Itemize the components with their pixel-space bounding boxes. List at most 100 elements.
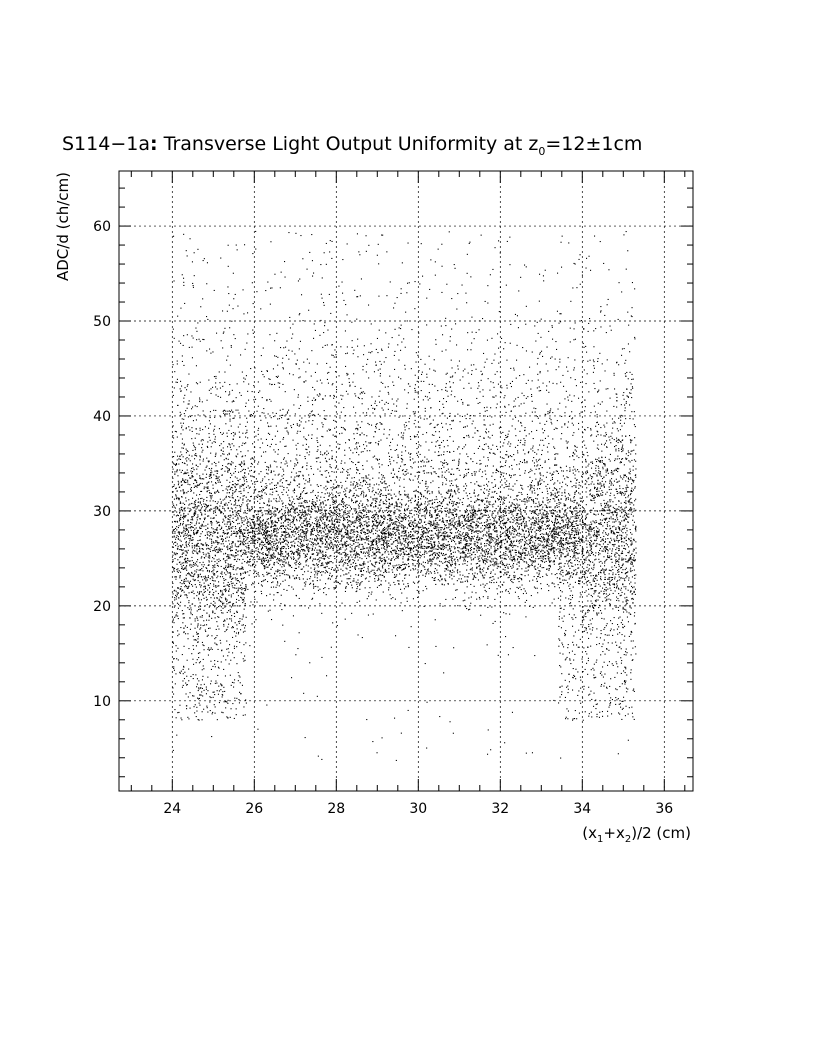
scatter-point: [522, 593, 524, 595]
scatter-point: [448, 544, 450, 546]
scatter-point: [407, 558, 409, 560]
scatter-point: [288, 518, 290, 520]
scatter-point: [300, 568, 302, 570]
scatter-point: [284, 546, 286, 548]
scatter-point: [517, 596, 519, 598]
scatter-point: [215, 491, 217, 493]
scatter-point: [488, 542, 490, 544]
scatter-point: [310, 533, 312, 535]
scatter-point: [481, 550, 483, 552]
scatter-point: [537, 484, 539, 486]
scatter-point: [240, 532, 242, 534]
scatter-point: [174, 520, 176, 522]
scatter-point: [446, 521, 448, 523]
scatter-point: [366, 526, 368, 528]
scatter-point: [188, 560, 190, 562]
scatter-point: [206, 545, 208, 547]
scatter-point: [287, 519, 289, 521]
scatter-point: [335, 487, 337, 489]
scatter-point: [633, 586, 635, 588]
scatter-point: [384, 539, 386, 541]
scatter-point: [383, 529, 385, 531]
scatter-point: [523, 498, 525, 500]
scatter-point: [326, 564, 328, 566]
scatter-point: [500, 515, 502, 517]
scatter-point: [618, 545, 620, 547]
scatter-point: [441, 512, 443, 514]
scatter-point: [477, 539, 479, 541]
scatter-point: [372, 551, 374, 553]
scatter-point: [305, 528, 307, 530]
scatter-point: [211, 508, 213, 510]
scatter-point: [442, 482, 444, 484]
scatter-point: [229, 611, 231, 613]
scatter-point: [419, 557, 421, 559]
scatter-point: [258, 519, 260, 521]
scatter-point: [547, 534, 549, 536]
scatter-point: [489, 549, 491, 551]
scatter-point: [230, 554, 232, 556]
scatter-point: [606, 558, 608, 560]
scatter-point: [605, 590, 607, 592]
scatter-point: [208, 570, 210, 572]
scatter-point: [435, 554, 437, 556]
scatter-point: [569, 542, 571, 544]
scatter-point: [559, 558, 561, 560]
scatter-point: [186, 457, 188, 459]
scatter-point: [328, 548, 330, 550]
scatter-point: [336, 551, 338, 553]
scatter-point: [347, 535, 349, 537]
scatter-point: [436, 556, 438, 558]
scatter-point: [274, 555, 276, 557]
scatter-point: [297, 513, 299, 515]
scatter-point: [337, 528, 339, 530]
scatter-point: [200, 504, 202, 506]
scatter-point: [392, 531, 394, 533]
scatter-point: [501, 584, 503, 586]
scatter-point: [261, 560, 263, 562]
scatter-point: [266, 571, 268, 573]
scatter-point: [604, 546, 606, 548]
scatter-point: [515, 517, 517, 519]
scatter-point: [404, 526, 406, 528]
scatter-point: [300, 524, 302, 526]
scatter-point: [185, 500, 187, 502]
scatter-point: [523, 557, 525, 559]
scatter-point: [271, 547, 273, 549]
scatter-point: [261, 540, 263, 542]
scatter-point: [419, 551, 421, 553]
scatter-point: [442, 484, 444, 486]
scatter-point: [529, 605, 531, 607]
scatter-point: [403, 549, 405, 551]
scatter-point: [271, 556, 273, 558]
scatter-point: [462, 504, 464, 506]
scatter-point: [329, 536, 331, 538]
scatter-point: [386, 545, 388, 547]
scatter-point: [414, 507, 416, 509]
scatter-point: [220, 572, 222, 574]
scatter-point: [175, 495, 177, 497]
scatter-point: [184, 559, 186, 561]
title-main: S114−1a: [62, 133, 150, 155]
scatter-point: [225, 574, 227, 576]
scatter-point: [431, 544, 433, 546]
scatter-point: [486, 478, 488, 480]
scatter-point: [244, 603, 246, 605]
scatter-point: [435, 527, 437, 529]
scatter-point: [175, 598, 177, 600]
scatter-point: [548, 520, 550, 522]
scatter-point: [344, 494, 346, 496]
scatter-point: [633, 549, 635, 551]
scatter-point: [573, 497, 575, 499]
scatter-point: [589, 544, 591, 546]
scatter-point: [424, 517, 426, 519]
scatter-point: [383, 558, 385, 560]
scatter-point: [273, 563, 275, 565]
scatter-point: [628, 513, 630, 515]
scatter-point: [324, 533, 326, 535]
scatter-point: [294, 489, 296, 491]
scatter-point: [242, 543, 244, 545]
scatter-point: [329, 537, 331, 539]
scatter-point: [482, 583, 484, 585]
scatter-point: [572, 527, 574, 529]
